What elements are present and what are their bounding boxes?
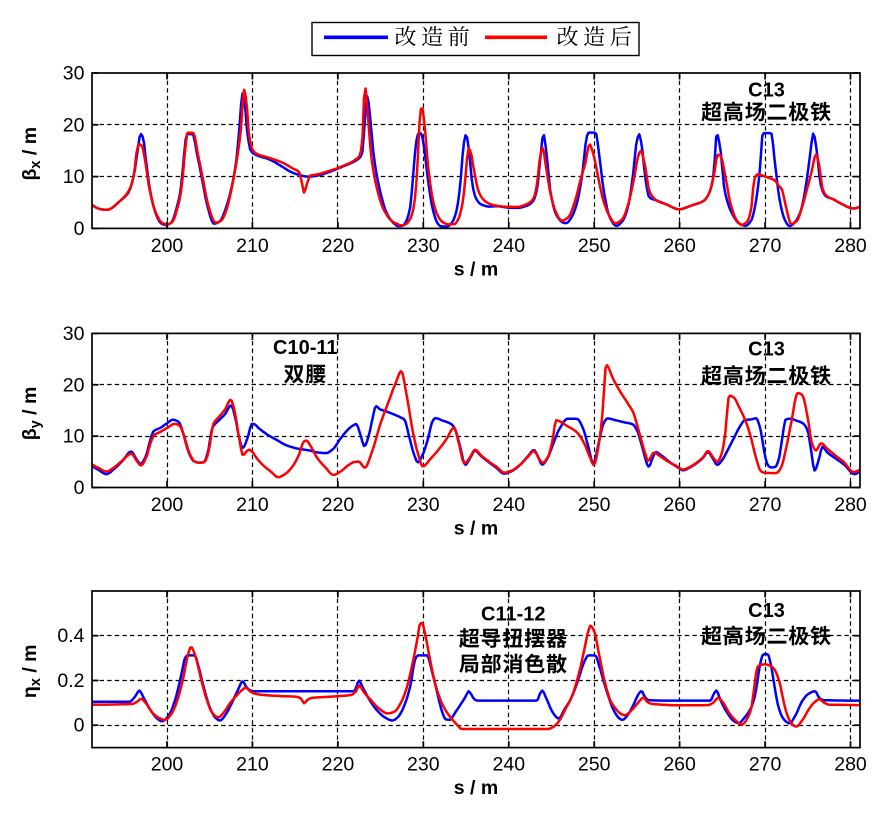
svg-text:220: 220 (322, 494, 355, 516)
svg-text:210: 210 (236, 235, 269, 257)
svg-text:s / m: s / m (454, 518, 498, 540)
svg-text:C11-12: C11-12 (481, 604, 546, 626)
svg-text:C13: C13 (748, 600, 785, 622)
svg-text:30: 30 (63, 323, 85, 345)
svg-text:230: 230 (407, 494, 440, 516)
svg-text:280: 280 (834, 494, 867, 516)
svg-text:200: 200 (151, 754, 184, 776)
svg-text:0: 0 (74, 715, 85, 737)
svg-text:20: 20 (63, 114, 85, 136)
svg-text:270: 270 (749, 235, 782, 257)
svg-text:0: 0 (74, 477, 85, 499)
svg-text:200: 200 (151, 494, 184, 516)
svg-text:20: 20 (63, 374, 85, 396)
svg-text:0.4: 0.4 (57, 625, 84, 647)
svg-text:220: 220 (322, 235, 355, 257)
svg-text:250: 250 (578, 494, 611, 516)
svg-text:210: 210 (236, 754, 269, 776)
svg-text:30: 30 (63, 63, 85, 85)
svg-text:270: 270 (749, 754, 782, 776)
svg-text:240: 240 (493, 494, 526, 516)
svg-text:C13: C13 (748, 79, 785, 101)
svg-text:260: 260 (663, 494, 696, 516)
svg-text:240: 240 (493, 235, 526, 257)
svg-text:280: 280 (834, 235, 867, 257)
svg-text:βx / m: βx / m (19, 127, 44, 181)
svg-text:250: 250 (578, 754, 611, 776)
svg-text:ηx / m: ηx / m (19, 645, 44, 699)
svg-text:C10-11: C10-11 (273, 337, 338, 359)
svg-text:s / m: s / m (454, 259, 498, 281)
svg-text:10: 10 (63, 426, 85, 448)
svg-text:βy / m: βy / m (19, 387, 44, 441)
svg-text:260: 260 (663, 235, 696, 257)
svg-text:0: 0 (74, 218, 85, 240)
svg-text:230: 230 (407, 235, 440, 257)
svg-text:280: 280 (834, 754, 867, 776)
svg-text:10: 10 (63, 166, 85, 188)
svg-text:C13: C13 (748, 338, 785, 360)
svg-text:260: 260 (663, 754, 696, 776)
svg-text:210: 210 (236, 494, 269, 516)
svg-text:270: 270 (749, 494, 782, 516)
svg-text:200: 200 (151, 235, 184, 257)
svg-text:s / m: s / m (454, 777, 498, 799)
svg-text:230: 230 (407, 754, 440, 776)
svg-text:240: 240 (493, 754, 526, 776)
svg-text:0.2: 0.2 (57, 670, 84, 692)
svg-text:250: 250 (578, 235, 611, 257)
svg-text:220: 220 (322, 754, 355, 776)
